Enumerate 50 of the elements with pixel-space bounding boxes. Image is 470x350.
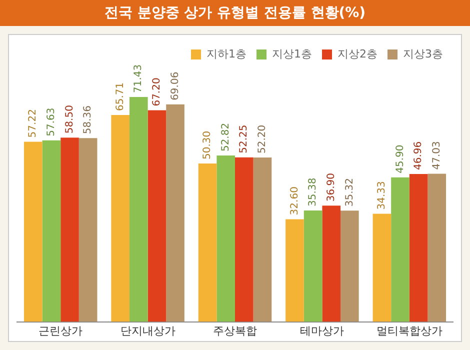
- x-tick-label: 멀티복합상가: [376, 324, 442, 338]
- data-label: 71.43: [133, 64, 144, 93]
- bar: [129, 96, 148, 322]
- bar: [304, 210, 322, 322]
- bar: [42, 140, 61, 322]
- data-label: 52.25: [238, 124, 250, 154]
- x-tick-label: 테마상가: [300, 324, 344, 338]
- bar: [253, 158, 272, 322]
- data-label: 58.50: [64, 105, 76, 134]
- data-label: 34.33: [376, 181, 388, 210]
- legend-label: 지상1층: [272, 47, 312, 60]
- data-label: 65.71: [114, 82, 126, 111]
- data-label: 45.90: [394, 144, 406, 174]
- bar: [24, 142, 42, 322]
- data-label: 50.30: [202, 130, 214, 160]
- data-label: 57.22: [28, 109, 39, 138]
- bar: [166, 104, 184, 322]
- x-tick-label: 근린상가: [38, 324, 83, 338]
- bar: [409, 174, 428, 322]
- data-label: 57.63: [46, 108, 58, 136]
- data-label: 69.06: [170, 72, 181, 100]
- bar: [78, 138, 98, 322]
- bar: [235, 157, 254, 322]
- bar: [111, 114, 130, 322]
- bar: [286, 219, 304, 322]
- bar: [322, 206, 341, 322]
- bar: [216, 156, 235, 322]
- bar: [428, 174, 446, 322]
- bar: [60, 138, 79, 322]
- data-label: 52.82: [220, 122, 232, 152]
- legend-label: 지하1층: [206, 47, 247, 60]
- data-label: 35.32: [344, 178, 356, 207]
- data-label: 35.38: [308, 178, 319, 206]
- data-label: 52.20: [257, 124, 268, 154]
- bar: [340, 210, 359, 322]
- bar: [372, 214, 392, 322]
- legend-label: 지상2층: [338, 47, 378, 60]
- data-label: 47.03: [431, 141, 442, 170]
- data-label: 36.90: [326, 173, 337, 202]
- data-label: 58.36: [82, 105, 94, 134]
- x-tick-label: 단지내상가: [120, 324, 176, 338]
- bar: [391, 177, 410, 322]
- data-label: 67.20: [152, 78, 163, 106]
- bar: [198, 163, 217, 322]
- data-label: 32.60: [289, 186, 300, 216]
- legend-label: 지상3층: [403, 47, 443, 60]
- x-tick-label: 주상복합: [213, 324, 257, 338]
- bar: [148, 110, 166, 322]
- chart-title: 전국 분양중 상가 유형별 전용률 현황(%): [0, 0, 470, 26]
- data-label: 46.96: [413, 141, 424, 170]
